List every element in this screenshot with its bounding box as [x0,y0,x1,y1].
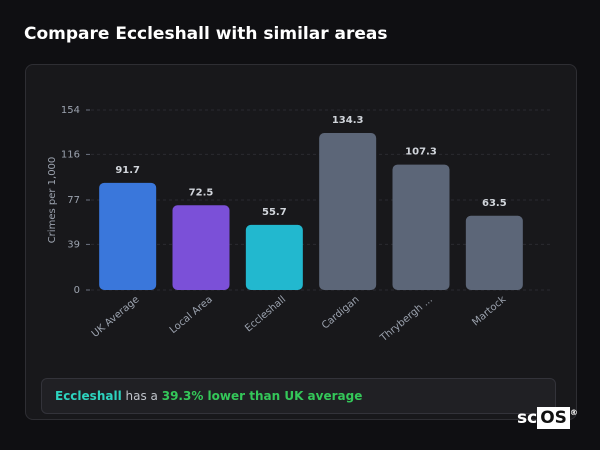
bar [319,133,377,290]
value-label: 134.3 [332,115,364,126]
value-label: 55.7 [262,207,287,218]
x-tick-label: Local Area [168,294,215,336]
logo-os: OS [537,407,570,429]
y-tick-label: 39 [67,239,80,250]
value-label: 91.7 [115,165,140,176]
value-label: 72.5 [189,187,214,198]
y-tick-label: 116 [61,149,80,160]
summary-text: has a [125,389,158,403]
logo: sc OS ® [517,407,578,429]
y-tick-label: 154 [61,105,80,116]
bar [465,215,523,290]
y-tick-label: 0 [74,285,80,296]
value-label: 63.5 [482,198,507,209]
x-tick-label: Cardigan [320,294,362,331]
summary-highlight: 39.3% lower than UK average [161,389,363,403]
x-tick-label: UK Average [90,294,142,340]
logo-mark: ® [569,408,578,417]
summary: Eccleshall has a 39.3% lower than UK ave… [41,378,556,414]
x-tick-label: Eccleshall [243,294,288,334]
logo-sc: sc [517,408,538,428]
bar [172,205,230,290]
bar [392,164,450,290]
x-tick-label: Thrybergh ... [378,294,435,344]
y-axis-label: Crimes per 1,000 [47,157,58,244]
bar [245,224,303,290]
page-title: Compare Eccleshall with similar areas [24,24,388,44]
value-label: 107.3 [405,147,437,158]
summary-area: Eccleshall [55,389,122,403]
bar [99,182,157,290]
x-tick-label: Martock [470,294,508,328]
y-tick-label: 77 [67,195,80,206]
